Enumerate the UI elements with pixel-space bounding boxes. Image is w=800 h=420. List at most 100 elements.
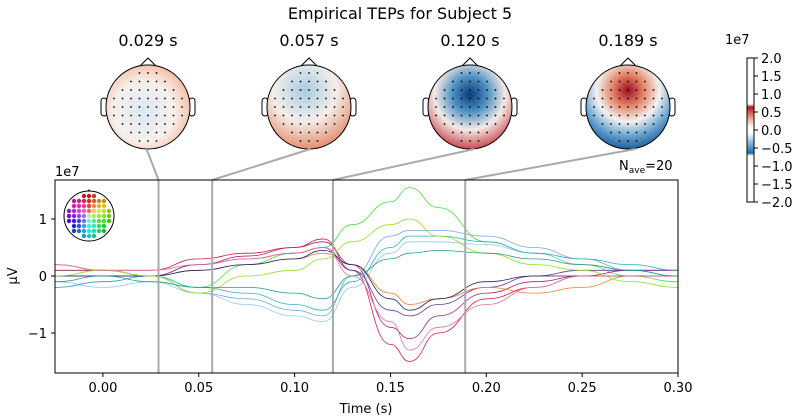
sensor-dot bbox=[342, 97, 344, 100]
sensor-dot bbox=[308, 89, 310, 91]
sensor-dot bbox=[460, 131, 463, 134]
sensor-dot bbox=[147, 106, 149, 108]
legend-sensor bbox=[106, 208, 112, 214]
sensor-dot bbox=[477, 131, 480, 134]
sensor-dot bbox=[147, 114, 149, 117]
sensor-dot bbox=[291, 89, 293, 91]
sensor-dot bbox=[593, 106, 595, 108]
sensor-dot bbox=[469, 106, 471, 108]
sensor-dot bbox=[138, 80, 141, 83]
colorbar-tick-label: 1.5 bbox=[761, 70, 782, 85]
sensor-dot bbox=[610, 97, 612, 100]
sensor-dot bbox=[435, 97, 437, 100]
sensor-dot bbox=[627, 114, 629, 117]
sensor-dot bbox=[627, 72, 629, 74]
sensor-dot bbox=[644, 114, 646, 117]
x-tick-label: 0.20 bbox=[472, 381, 501, 396]
channel-trace bbox=[55, 247, 678, 317]
channel-trace bbox=[55, 235, 678, 311]
sensor-dot bbox=[627, 97, 629, 100]
legend-sensor bbox=[81, 198, 87, 204]
sensor-dot bbox=[333, 123, 336, 125]
sensor-dot bbox=[610, 89, 612, 91]
legend-sensor bbox=[91, 193, 97, 199]
legend-sensor bbox=[81, 228, 87, 234]
topomap-connector bbox=[211, 148, 311, 181]
sensor-dot bbox=[618, 140, 621, 142]
sensor-dot bbox=[325, 89, 327, 91]
sensor-dot bbox=[147, 131, 149, 134]
topomap-title: 0.120 s bbox=[440, 31, 499, 50]
sensor-dot bbox=[452, 114, 454, 117]
sensor-dot bbox=[635, 106, 638, 108]
sensor-dot bbox=[333, 89, 336, 91]
legend-sensor bbox=[96, 218, 102, 224]
legend-sensor bbox=[101, 228, 107, 234]
sensor-dot bbox=[282, 106, 285, 108]
axes-frame bbox=[54, 179, 679, 374]
sensor-dot bbox=[601, 114, 604, 117]
sensor-dot bbox=[477, 89, 480, 91]
head-nose bbox=[619, 57, 637, 67]
sensor-dot bbox=[618, 89, 621, 91]
head-nose bbox=[461, 57, 479, 67]
sensor-dot bbox=[130, 106, 132, 108]
sensor-dot bbox=[477, 140, 480, 142]
sensor-dot bbox=[610, 123, 612, 125]
colorbar-tick-label: 2.0 bbox=[761, 52, 782, 67]
sensor-dot bbox=[469, 114, 471, 117]
sensor-dot bbox=[435, 106, 437, 108]
sensor-dot bbox=[291, 97, 293, 100]
topomap: 0.057 s bbox=[211, 31, 357, 181]
legend-sensor bbox=[86, 218, 92, 224]
sensor-dot bbox=[155, 131, 158, 134]
sensor-dot bbox=[443, 106, 446, 108]
sensor-dot bbox=[644, 106, 646, 108]
sensor-dot bbox=[325, 131, 327, 134]
legend-sensor bbox=[91, 218, 97, 224]
head-nose bbox=[300, 57, 318, 67]
sensor-dot bbox=[316, 123, 319, 125]
legend-sensor bbox=[76, 213, 82, 219]
sensor-dot bbox=[494, 123, 497, 125]
colorbar-tick-label: 1.0 bbox=[761, 88, 782, 103]
sensor-dot bbox=[593, 97, 595, 100]
sensor-dot bbox=[308, 123, 310, 125]
sensor-dot bbox=[644, 131, 646, 134]
legend-sensor bbox=[76, 218, 82, 224]
legend-sensor bbox=[81, 223, 87, 229]
colorbar-tick-label: −0.5 bbox=[761, 142, 793, 157]
channel-trace bbox=[55, 249, 678, 300]
channel-trace bbox=[55, 241, 678, 323]
sensor-dot bbox=[477, 72, 480, 74]
sensor-dot bbox=[460, 80, 463, 83]
topomap: 0.120 s bbox=[332, 31, 518, 181]
sensor-dot bbox=[282, 97, 285, 100]
sensor-dot bbox=[635, 114, 638, 117]
sensor-dot bbox=[333, 114, 336, 117]
sensor-dot bbox=[181, 97, 183, 100]
sensor-dot bbox=[325, 97, 327, 100]
colorbar-tick-label: 0.0 bbox=[761, 124, 782, 139]
legend-sensor bbox=[106, 213, 112, 219]
colorbar-tick-label: −1.5 bbox=[761, 178, 793, 193]
sensor-dot bbox=[308, 80, 310, 83]
sensor-dot bbox=[138, 140, 141, 142]
sensor-dot bbox=[486, 131, 488, 134]
sensor-dot bbox=[452, 80, 454, 83]
sensor-dot bbox=[610, 114, 612, 117]
sensor-dot bbox=[661, 114, 663, 117]
sensor-dot bbox=[138, 123, 141, 125]
channel-trace bbox=[55, 249, 678, 311]
sensor-dot bbox=[333, 106, 336, 108]
sensor-dot bbox=[113, 106, 115, 108]
sensor-dot bbox=[635, 140, 638, 142]
topomap-title: 0.029 s bbox=[118, 31, 177, 50]
sensor-dot bbox=[308, 106, 310, 108]
sensor-dot bbox=[299, 80, 302, 83]
legend-sensor bbox=[91, 208, 97, 214]
legend-sensor bbox=[86, 193, 92, 199]
sensor-dot bbox=[291, 114, 293, 117]
sensor-dot bbox=[627, 123, 629, 125]
legend-sensor bbox=[91, 223, 97, 229]
